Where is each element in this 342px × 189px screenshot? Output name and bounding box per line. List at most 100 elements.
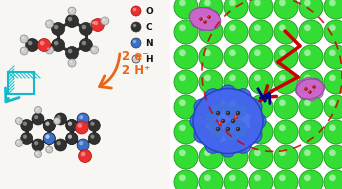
Circle shape — [199, 20, 223, 44]
Circle shape — [43, 119, 55, 132]
Circle shape — [204, 24, 211, 31]
Circle shape — [77, 113, 89, 125]
Circle shape — [299, 170, 323, 189]
Circle shape — [299, 120, 323, 144]
Circle shape — [32, 139, 44, 151]
Circle shape — [236, 127, 240, 131]
Circle shape — [36, 108, 38, 110]
Circle shape — [329, 174, 336, 181]
Circle shape — [224, 45, 248, 69]
Circle shape — [219, 122, 220, 123]
Circle shape — [299, 90, 309, 100]
Circle shape — [229, 0, 236, 6]
Circle shape — [217, 112, 218, 113]
Circle shape — [203, 20, 207, 23]
Circle shape — [208, 16, 209, 17]
Circle shape — [23, 122, 27, 126]
Circle shape — [20, 47, 28, 55]
Text: 2 e⁻: 2 e⁻ — [122, 50, 148, 63]
Circle shape — [75, 121, 88, 134]
Circle shape — [274, 0, 298, 19]
Circle shape — [217, 128, 218, 129]
Circle shape — [232, 120, 233, 121]
Circle shape — [304, 0, 311, 6]
Circle shape — [68, 17, 72, 21]
Circle shape — [254, 24, 261, 31]
Circle shape — [194, 99, 210, 115]
Circle shape — [79, 22, 92, 36]
Circle shape — [229, 149, 236, 156]
Circle shape — [303, 77, 313, 87]
Text: C: C — [145, 22, 152, 32]
Text: N: N — [145, 39, 153, 47]
Circle shape — [216, 127, 220, 131]
Circle shape — [45, 46, 53, 54]
Circle shape — [236, 111, 240, 115]
Circle shape — [222, 120, 223, 121]
Circle shape — [38, 39, 51, 51]
Circle shape — [220, 85, 236, 101]
Circle shape — [224, 170, 248, 189]
Circle shape — [205, 137, 221, 153]
Circle shape — [227, 128, 228, 129]
Circle shape — [324, 95, 342, 119]
Circle shape — [254, 50, 261, 56]
Circle shape — [79, 115, 83, 119]
Circle shape — [194, 127, 210, 143]
Circle shape — [55, 119, 57, 121]
Circle shape — [57, 115, 61, 119]
Circle shape — [79, 149, 92, 163]
Circle shape — [324, 170, 342, 189]
Circle shape — [249, 0, 273, 19]
Circle shape — [246, 99, 262, 115]
Circle shape — [47, 147, 50, 150]
Circle shape — [224, 145, 248, 169]
Circle shape — [329, 50, 336, 56]
Circle shape — [57, 141, 61, 145]
Circle shape — [202, 7, 213, 17]
Circle shape — [299, 145, 323, 169]
Circle shape — [174, 95, 198, 119]
Circle shape — [45, 122, 50, 126]
Circle shape — [274, 95, 298, 119]
Circle shape — [102, 18, 105, 21]
Circle shape — [133, 24, 136, 27]
Circle shape — [47, 47, 50, 50]
Circle shape — [69, 60, 72, 63]
Circle shape — [204, 74, 211, 81]
Circle shape — [299, 0, 323, 19]
Circle shape — [205, 20, 215, 30]
Circle shape — [224, 70, 248, 94]
Circle shape — [22, 36, 24, 39]
Circle shape — [246, 127, 262, 143]
Circle shape — [231, 119, 235, 123]
Circle shape — [274, 120, 298, 144]
Circle shape — [274, 45, 298, 69]
Circle shape — [274, 145, 298, 169]
Circle shape — [82, 41, 86, 45]
Circle shape — [313, 85, 316, 88]
Circle shape — [329, 124, 336, 131]
Circle shape — [43, 132, 55, 145]
Circle shape — [208, 15, 210, 19]
Circle shape — [199, 0, 223, 19]
Circle shape — [47, 21, 50, 24]
Circle shape — [66, 119, 78, 132]
Circle shape — [204, 99, 211, 106]
Circle shape — [45, 122, 50, 126]
Circle shape — [40, 41, 44, 45]
Circle shape — [199, 120, 223, 144]
Circle shape — [297, 80, 307, 90]
Circle shape — [15, 118, 23, 125]
Circle shape — [329, 24, 336, 31]
Circle shape — [199, 45, 223, 69]
Circle shape — [68, 135, 72, 139]
Circle shape — [68, 59, 76, 67]
Circle shape — [45, 20, 53, 28]
Circle shape — [52, 39, 65, 51]
Circle shape — [249, 120, 273, 144]
FancyArrowPatch shape — [260, 94, 270, 104]
Circle shape — [54, 118, 61, 125]
Circle shape — [174, 0, 198, 19]
Circle shape — [191, 18, 201, 28]
